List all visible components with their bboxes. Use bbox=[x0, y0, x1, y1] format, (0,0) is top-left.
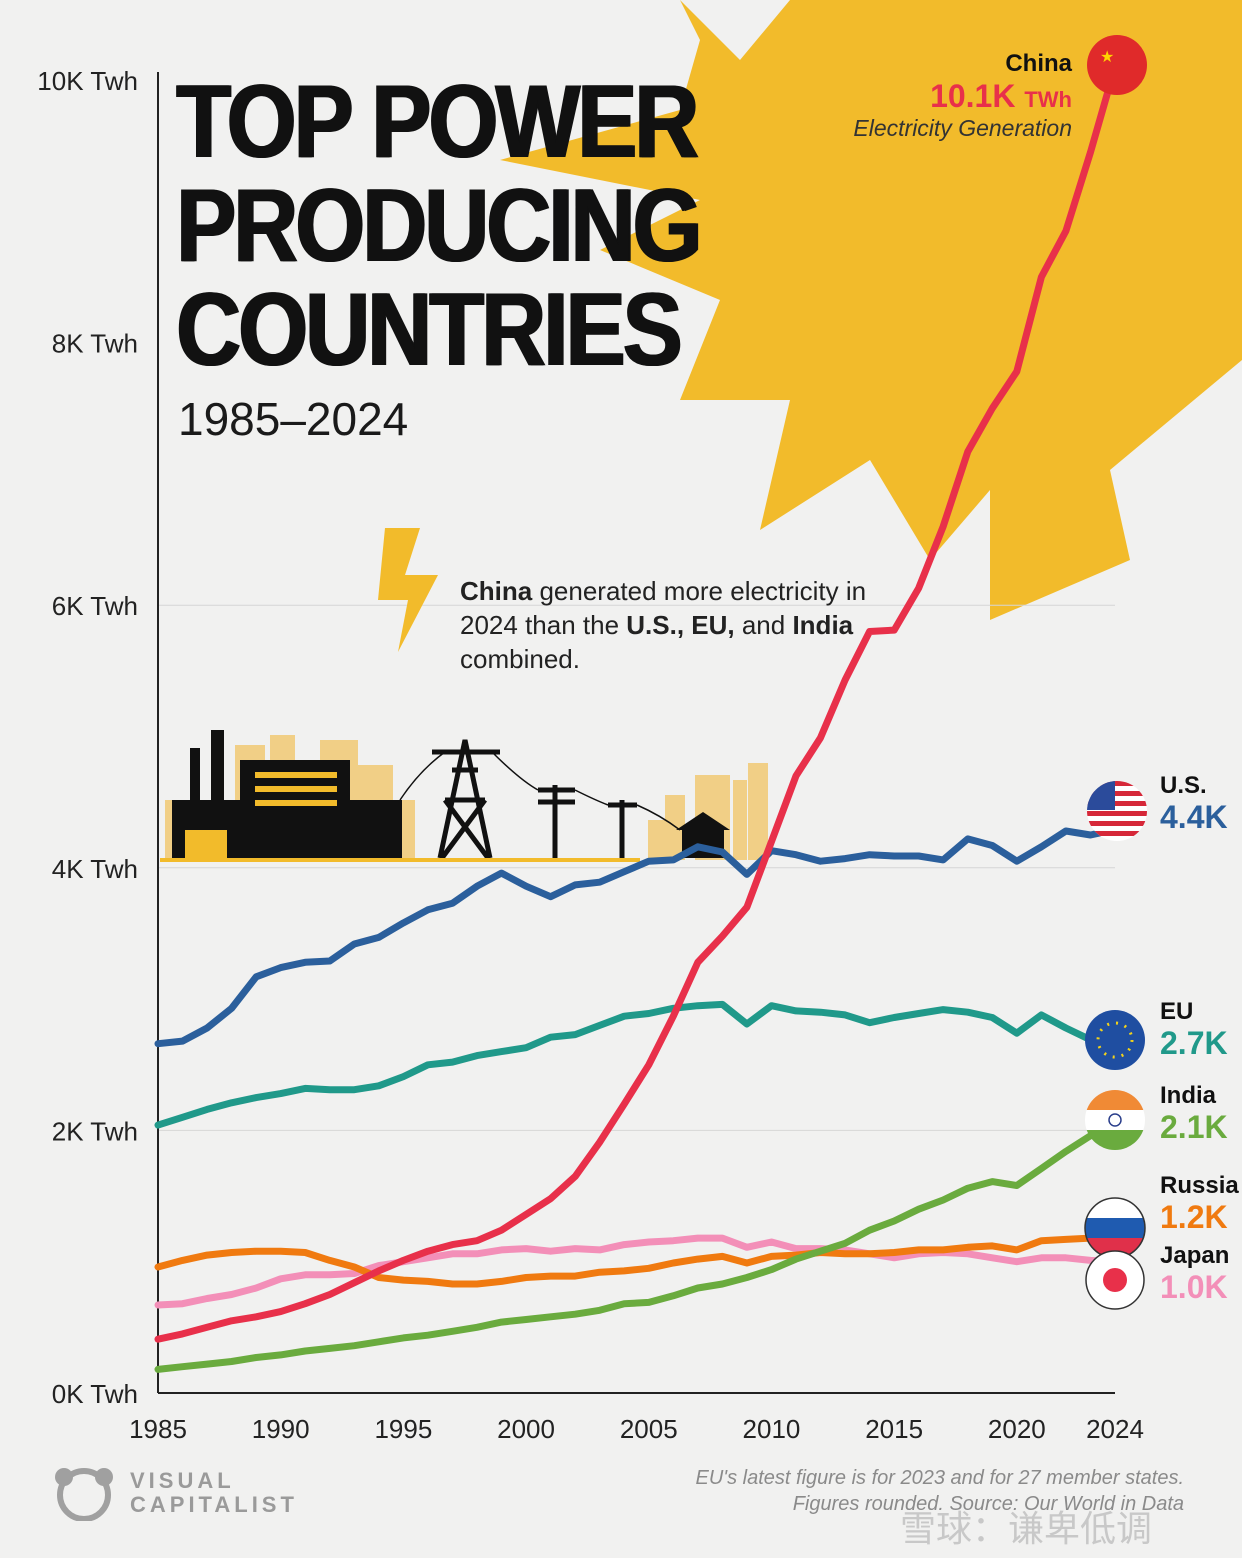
x-tick-label: 1985 bbox=[129, 1414, 187, 1444]
svg-text:★: ★ bbox=[1100, 49, 1114, 66]
series-value: 2.1K bbox=[1160, 1109, 1228, 1145]
x-tick-label: 2015 bbox=[865, 1414, 923, 1444]
series-value: 1.0K bbox=[1160, 1269, 1228, 1305]
series-line-japan bbox=[154, 1234, 1119, 1309]
china-flag-icon: ★ bbox=[1087, 35, 1147, 95]
series-name: China bbox=[1005, 50, 1072, 77]
series-value: 10.1K TWh bbox=[853, 78, 1072, 115]
eu-label: EU 2.7K bbox=[1160, 998, 1228, 1060]
annotation-part: generated more electricity in 2024 than … bbox=[460, 576, 867, 640]
eu-flag-icon bbox=[1085, 1010, 1145, 1070]
chart-subtitle: 1985–2024 bbox=[178, 393, 409, 445]
value-unit: TWh bbox=[1024, 87, 1072, 112]
series-name: India bbox=[1160, 1082, 1217, 1109]
footnote: EU's latest figure is for 2023 and for 2… bbox=[696, 1465, 1185, 1517]
y-tick-label: 4K Twh bbox=[52, 854, 138, 884]
china-label: China 10.1K TWh Electricity Generation bbox=[853, 50, 1072, 142]
sun-shape bbox=[500, 0, 1242, 620]
visual-capitalist-logo: VISUAL CAPITALIST bbox=[48, 1465, 298, 1521]
lightning-bolt-icon bbox=[378, 528, 438, 652]
series-line-eu bbox=[154, 1000, 1094, 1129]
watermark: 雪球：谦卑低调 bbox=[900, 1508, 1153, 1549]
india-label: India 2.1K bbox=[1160, 1082, 1228, 1144]
annotation-part: and bbox=[734, 610, 793, 640]
series-name: EU bbox=[1160, 998, 1194, 1025]
value-number: 10.1K bbox=[930, 78, 1016, 114]
annotation-bold: China bbox=[460, 576, 533, 606]
series-line-us bbox=[154, 826, 1119, 1048]
logo-text: VISUAL bbox=[130, 1468, 235, 1493]
india-flag-icon bbox=[1085, 1090, 1145, 1150]
title-line: PRODUCING bbox=[176, 168, 702, 284]
annotation-bold: India bbox=[792, 610, 854, 640]
x-tick-label: 2020 bbox=[988, 1414, 1046, 1444]
russia-flag-icon bbox=[1084, 1197, 1146, 1259]
logo-text: CAPITALIST bbox=[130, 1492, 298, 1517]
y-tick-label: 0K Twh bbox=[52, 1379, 138, 1409]
flags: ★ bbox=[1084, 35, 1147, 1310]
annotation-part: combined. bbox=[460, 644, 580, 674]
power-grid-illustration bbox=[160, 528, 768, 862]
annotation-bold: U.S., EU, bbox=[626, 610, 735, 640]
series-name: Russia bbox=[1160, 1172, 1239, 1199]
series-caption: Electricity Generation bbox=[853, 115, 1072, 141]
series-line-china bbox=[154, 63, 1119, 1343]
x-tick-label: 2005 bbox=[620, 1414, 678, 1444]
y-tick-label: 10K Twh bbox=[37, 66, 138, 96]
logo-icon bbox=[55, 1468, 113, 1521]
series-line-russia bbox=[154, 1233, 1119, 1288]
x-tick-label: 1995 bbox=[374, 1414, 432, 1444]
series-line-india bbox=[154, 1120, 1119, 1373]
footnote-line: EU's latest figure is for 2023 and for 2… bbox=[695, 1467, 1185, 1489]
y-tick-label: 8K Twh bbox=[52, 329, 138, 359]
x-tick-label: 1990 bbox=[252, 1414, 310, 1444]
title-line: TOP POWER bbox=[176, 64, 699, 180]
japan-flag-icon bbox=[1085, 1250, 1145, 1310]
axes: 0K Twh 2K Twh 4K Twh 6K Twh 8K Twh 10K Twh 198… bbox=[37, 66, 1144, 1444]
series-name: Japan bbox=[1160, 1242, 1230, 1269]
russia-label: Russia 1.2K bbox=[1160, 1172, 1239, 1234]
chart-title: TOP POWER PRODUCING COUNTRIES bbox=[176, 64, 702, 388]
series-lines bbox=[154, 63, 1119, 1373]
annotation-text: China generated more electricity in 2024… bbox=[460, 574, 880, 676]
y-tick-label: 2K Twh bbox=[52, 1116, 138, 1146]
title-line: COUNTRIES bbox=[176, 272, 682, 388]
footnote-line: Figures rounded. Source: Our World in Da… bbox=[792, 1493, 1184, 1515]
x-tick-label: 2024 bbox=[1086, 1414, 1144, 1444]
x-tick-label: 2010 bbox=[743, 1414, 801, 1444]
us-label: U.S. 4.4K bbox=[1160, 772, 1228, 834]
series-value: 4.4K bbox=[1160, 799, 1228, 835]
y-tick-label: 6K Twh bbox=[52, 591, 138, 621]
x-tick-label: 2000 bbox=[497, 1414, 555, 1444]
japan-label: Japan 1.0K bbox=[1160, 1242, 1229, 1304]
series-value: 2.7K bbox=[1160, 1025, 1228, 1061]
series-value: 1.2K bbox=[1160, 1199, 1228, 1235]
series-name: U.S. bbox=[1160, 772, 1207, 799]
